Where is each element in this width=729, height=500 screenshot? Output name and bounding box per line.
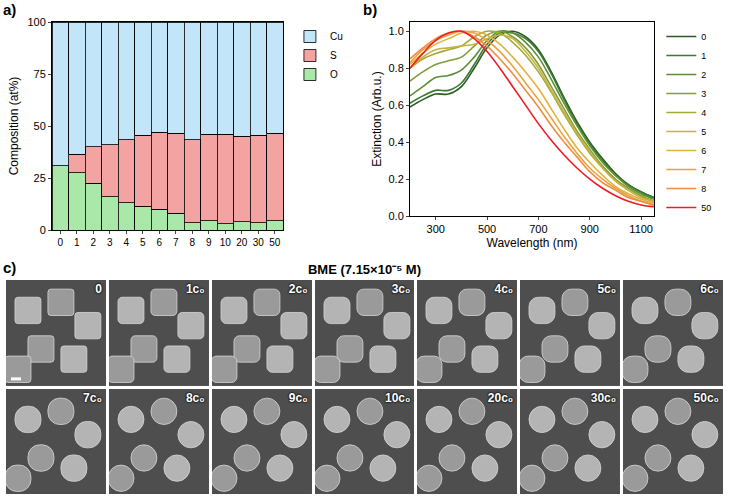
html-text:50c₀: 50c₀ — [693, 390, 719, 405]
svg-text:500: 500 — [478, 223, 496, 235]
svg-text:50: 50 — [701, 203, 711, 213]
svg-text:9: 9 — [206, 237, 212, 248]
html-text:b): b) — [363, 1, 378, 18]
svg-text:25: 25 — [34, 172, 46, 184]
html-text:9c₀: 9c₀ — [288, 390, 308, 405]
svg-text:0: 0 — [701, 32, 706, 42]
html-text:20c₀: 20c₀ — [487, 390, 514, 405]
svg-text:Extinction (Arb.u.): Extinction (Arb.u.) — [370, 71, 384, 166]
svg-text:50: 50 — [269, 237, 281, 248]
svg-text:Composition (at%): Composition (at%) — [7, 77, 21, 176]
svg-text:6: 6 — [701, 146, 706, 156]
svg-text:10: 10 — [220, 237, 232, 248]
svg-text:O: O — [330, 69, 338, 80]
svg-text:100: 100 — [27, 16, 45, 28]
svg-text:5: 5 — [140, 237, 146, 248]
svg-text:1100: 1100 — [629, 223, 653, 235]
html-text:8c₀: 8c₀ — [185, 390, 205, 405]
svg-text:8: 8 — [701, 184, 706, 194]
svg-text:0.4: 0.4 — [389, 136, 404, 148]
html-text:3c₀: 3c₀ — [391, 282, 411, 296]
svg-text:0.0: 0.0 — [389, 210, 404, 222]
svg-text:30: 30 — [253, 237, 265, 248]
svg-text:2: 2 — [90, 237, 96, 248]
svg-text:4: 4 — [701, 108, 706, 118]
html-text:5c₀: 5c₀ — [597, 282, 617, 296]
svg-text:2: 2 — [701, 70, 706, 80]
html-text:c): c) — [3, 259, 17, 276]
html-text:2c₀: 2c₀ — [288, 282, 308, 296]
svg-text:3: 3 — [107, 237, 113, 248]
svg-text:S: S — [330, 50, 337, 61]
html-text:4c₀: 4c₀ — [494, 282, 514, 296]
svg-text:700: 700 — [529, 223, 547, 235]
svg-text:3: 3 — [701, 89, 706, 99]
svg-text:6: 6 — [156, 237, 162, 248]
svg-text:Wavelength (nm): Wavelength (nm) — [487, 236, 578, 250]
svg-text:0.8: 0.8 — [389, 62, 404, 74]
svg-text:0: 0 — [40, 224, 46, 236]
svg-text:0: 0 — [57, 237, 63, 248]
html-text:6c₀: 6c₀ — [700, 282, 719, 296]
html-text:7c₀: 7c₀ — [83, 390, 102, 405]
html-text:BME (7.15×10⁻⁵ M): BME (7.15×10⁻⁵ M) — [308, 262, 421, 277]
svg-text:4: 4 — [123, 237, 129, 248]
html-text:a): a) — [3, 1, 17, 18]
svg-text:0.6: 0.6 — [389, 99, 404, 111]
svg-text:7: 7 — [173, 237, 179, 248]
svg-text:900: 900 — [581, 223, 599, 235]
svg-text:7: 7 — [701, 165, 706, 175]
svg-text:1.0: 1.0 — [389, 25, 404, 37]
html-text:10c₀: 10c₀ — [385, 390, 411, 405]
svg-text:Cu: Cu — [330, 31, 343, 42]
svg-text:1: 1 — [74, 237, 80, 248]
svg-text:50: 50 — [34, 120, 46, 132]
html-text:0: 0 — [95, 282, 102, 296]
svg-text:1: 1 — [701, 51, 706, 61]
svg-text:20: 20 — [236, 237, 248, 248]
svg-text:8: 8 — [189, 237, 195, 248]
html-text:30c₀: 30c₀ — [590, 390, 617, 405]
svg-text:300: 300 — [427, 223, 445, 235]
svg-text:0.2: 0.2 — [389, 173, 404, 185]
html-text:1c₀: 1c₀ — [185, 282, 205, 296]
svg-text:75: 75 — [34, 68, 46, 80]
svg-text:5: 5 — [701, 127, 706, 137]
